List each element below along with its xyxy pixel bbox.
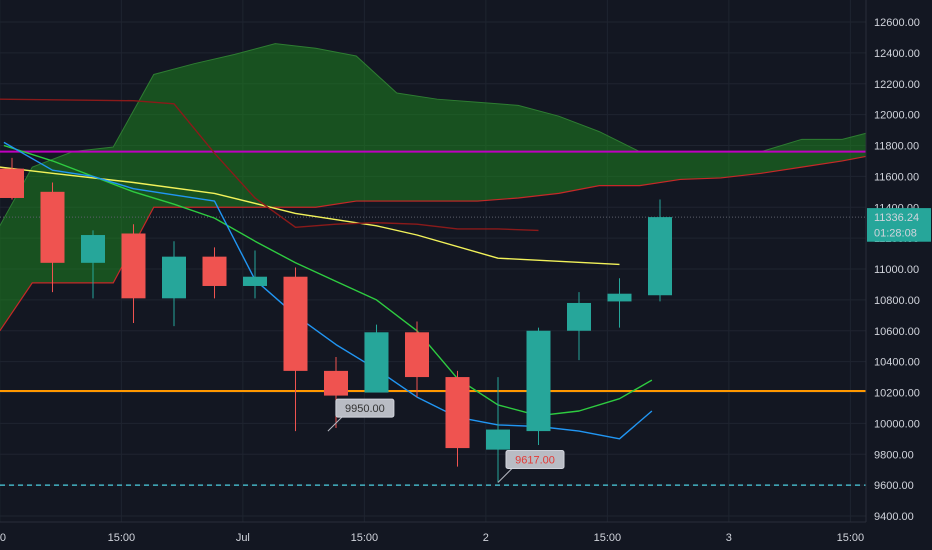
price-tick-label: 12200.00 — [874, 79, 920, 91]
candle — [0, 157, 24, 200]
price-badge-box — [867, 223, 931, 242]
price-callout: 9950.00 — [327, 398, 395, 432]
candle — [40, 182, 65, 293]
candle — [486, 377, 510, 483]
candle — [526, 327, 551, 445]
candle-body — [121, 233, 146, 299]
time-axis[interactable]: 30 15:00 Jul 15:00 2 15:00 3 15:00 — [0, 532, 864, 544]
candle-body — [324, 370, 348, 396]
price-tick-label: 10200.00 — [874, 388, 920, 400]
candle — [202, 247, 227, 299]
price-tick-label: 11800.00 — [874, 141, 919, 153]
candle-body — [0, 168, 24, 198]
candle — [364, 324, 389, 393]
cloud-fill — [0, 43, 867, 331]
time-tick-label: 15:00 — [351, 532, 379, 544]
candle — [162, 241, 186, 327]
candle-body — [81, 235, 105, 263]
indicator-line — [3, 141, 653, 440]
candle-body — [405, 332, 429, 378]
time-tick-label: Jul — [236, 532, 250, 544]
indicator-line — [0, 166, 620, 266]
candle-body — [364, 332, 389, 393]
price-tick-label: 11000.00 — [874, 264, 919, 276]
price-tick-label: 9400.00 — [874, 511, 914, 523]
price-tick-label: 10400.00 — [874, 357, 920, 369]
price-axis[interactable]: 9400.00 9600.00 9800.00 10000.00 10200.00 104… — [874, 17, 920, 523]
candle-body — [526, 330, 551, 432]
candle-body — [283, 276, 308, 371]
price-tick-label: 9800.00 — [874, 449, 914, 461]
time-axis-panel — [0, 522, 932, 550]
price-tick-label: 12000.00 — [874, 110, 920, 122]
price-tick-label: 10600.00 — [874, 326, 920, 338]
callout-box — [335, 398, 395, 418]
candle — [648, 199, 672, 302]
price-tick-label: 11600.00 — [874, 171, 919, 183]
time-tick-label: 3 — [726, 532, 732, 544]
callout-box — [505, 450, 565, 470]
candlesticks — [0, 157, 672, 483]
candle-body — [40, 191, 65, 263]
candle-body — [607, 293, 632, 302]
price-tick-label: 12400.00 — [874, 48, 920, 60]
price-axis-panel — [866, 0, 932, 550]
price-badge: 11336.24 — [867, 208, 931, 227]
candle — [283, 267, 308, 432]
candle — [243, 250, 267, 299]
candle-body — [567, 302, 591, 331]
candle — [607, 278, 632, 328]
candle-body — [486, 429, 510, 450]
candle — [567, 292, 591, 361]
indicator-lines — [0, 98, 653, 440]
cloud-span-b — [0, 155, 867, 332]
callout-pointer — [497, 468, 513, 483]
price-badge-box — [867, 208, 931, 227]
time-tick-label: 15:00 — [108, 532, 136, 544]
indicator-line — [3, 144, 653, 417]
price-badges: 11336.24 01:28:08 — [867, 208, 931, 242]
candle-body — [243, 276, 267, 286]
time-tick-label: 2 — [483, 532, 489, 544]
time-tick-label: 30 — [0, 532, 6, 544]
callout-label: 9617.00 — [515, 455, 555, 467]
price-tick-label: 12600.00 — [874, 17, 920, 29]
price-callout: 9617.00 — [497, 450, 565, 483]
price-badge: 01:28:08 — [867, 223, 931, 242]
horizontal-lines — [0, 150, 866, 486]
callout-pointer — [327, 416, 343, 432]
price-badge-label: 01:28:08 — [874, 228, 917, 240]
candle — [445, 370, 470, 467]
price-tick-label: 9600.00 — [874, 480, 914, 492]
time-tick-label: 15:00 — [837, 532, 865, 544]
indicator-line — [0, 98, 539, 232]
price-tick-label: 10800.00 — [874, 295, 920, 307]
candle — [324, 356, 348, 429]
candle-body — [162, 256, 186, 299]
time-tick-label: 15:00 — [594, 532, 622, 544]
price-callouts: 9950.00 9617.00 — [327, 398, 565, 483]
candle-body — [202, 256, 227, 286]
candle — [81, 230, 105, 299]
candle — [405, 321, 429, 398]
candle-body — [648, 217, 672, 296]
candle — [121, 224, 146, 324]
candle-body — [445, 377, 470, 449]
price-tick-label: 10000.00 — [874, 418, 920, 430]
callout-label: 9950.00 — [345, 403, 385, 415]
price-badge-label: 11336.24 — [874, 212, 919, 224]
